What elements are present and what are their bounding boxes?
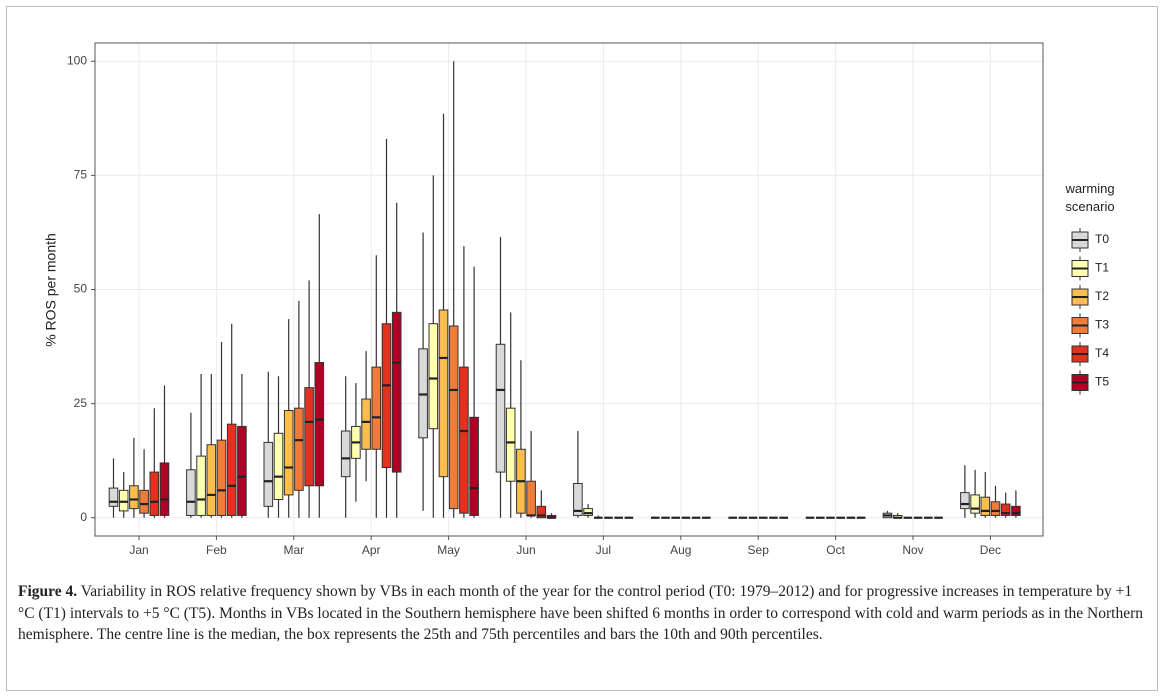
box bbox=[583, 508, 593, 516]
box bbox=[573, 483, 583, 516]
box bbox=[361, 398, 371, 450]
y-tick-label: 0 bbox=[80, 510, 87, 524]
box bbox=[459, 366, 469, 514]
x-tick-label: Jan bbox=[129, 543, 148, 557]
caption-text: Variability in ROS relative frequency sh… bbox=[18, 583, 1143, 643]
box bbox=[1000, 503, 1011, 516]
caption: Figure 4. Variability in ROS relative fr… bbox=[18, 581, 1143, 646]
box bbox=[980, 496, 991, 516]
x-tick-label: Oct bbox=[826, 543, 845, 557]
y-tick-label: 75 bbox=[74, 168, 88, 182]
box bbox=[206, 444, 217, 516]
legend-label: T2 bbox=[1095, 289, 1109, 303]
y-tick-label: 100 bbox=[67, 53, 87, 67]
box bbox=[469, 416, 479, 516]
x-tick-label: Nov bbox=[902, 543, 923, 557]
legend-title: warming scenario bbox=[1065, 181, 1115, 214]
legend-label: T5 bbox=[1095, 375, 1109, 389]
box bbox=[139, 489, 149, 514]
x-tick-label: Jul bbox=[596, 543, 611, 557]
box bbox=[314, 362, 325, 487]
legend-label: T3 bbox=[1095, 318, 1109, 332]
box bbox=[381, 323, 392, 469]
x-tick-label: Apr bbox=[362, 543, 381, 557]
box bbox=[108, 487, 119, 507]
x-tick-label: Jun bbox=[516, 543, 535, 557]
box bbox=[186, 469, 196, 516]
x-tick-label: Feb bbox=[206, 543, 227, 557]
box bbox=[340, 430, 351, 478]
box bbox=[118, 489, 129, 512]
box bbox=[304, 387, 314, 487]
legend-label: T4 bbox=[1095, 346, 1109, 360]
box bbox=[371, 366, 382, 450]
chart: % ROS per month 0 25 50 75 100 Jan Feb Mar Apr Ma… bbox=[43, 42, 1109, 557]
y-tick-label: 25 bbox=[74, 396, 88, 410]
box bbox=[495, 343, 506, 473]
x-tick-label: May bbox=[437, 543, 460, 557]
x-tick-label: Sep bbox=[748, 543, 770, 557]
box bbox=[294, 407, 304, 491]
x-tick-label: Dec bbox=[980, 543, 1001, 557]
legend-label: T0 bbox=[1095, 232, 1109, 246]
box bbox=[129, 485, 139, 510]
box bbox=[448, 325, 459, 510]
box bbox=[391, 311, 402, 473]
x-tick-label: Mar bbox=[283, 543, 304, 557]
box bbox=[970, 494, 980, 514]
box bbox=[428, 323, 439, 430]
box bbox=[505, 407, 516, 482]
box bbox=[283, 409, 294, 496]
box bbox=[226, 423, 237, 516]
x-tick-label: Aug bbox=[670, 543, 691, 557]
box bbox=[960, 492, 970, 510]
panel-border bbox=[94, 42, 1044, 537]
box bbox=[237, 425, 247, 516]
box bbox=[526, 480, 536, 516]
box bbox=[990, 501, 1001, 516]
y-tick-label: 50 bbox=[74, 282, 88, 296]
legend-label: T1 bbox=[1095, 261, 1109, 275]
box bbox=[1011, 505, 1021, 516]
box bbox=[159, 462, 170, 516]
box bbox=[273, 432, 284, 500]
box bbox=[196, 455, 206, 516]
figure-frame bbox=[6, 6, 1158, 691]
box bbox=[149, 471, 160, 516]
box bbox=[216, 439, 227, 516]
y-axis-title: % ROS per month bbox=[43, 233, 59, 347]
box bbox=[438, 309, 449, 478]
box bbox=[263, 441, 274, 507]
caption-label: Figure 4. bbox=[18, 583, 78, 600]
box bbox=[536, 505, 547, 519]
box bbox=[418, 348, 428, 439]
